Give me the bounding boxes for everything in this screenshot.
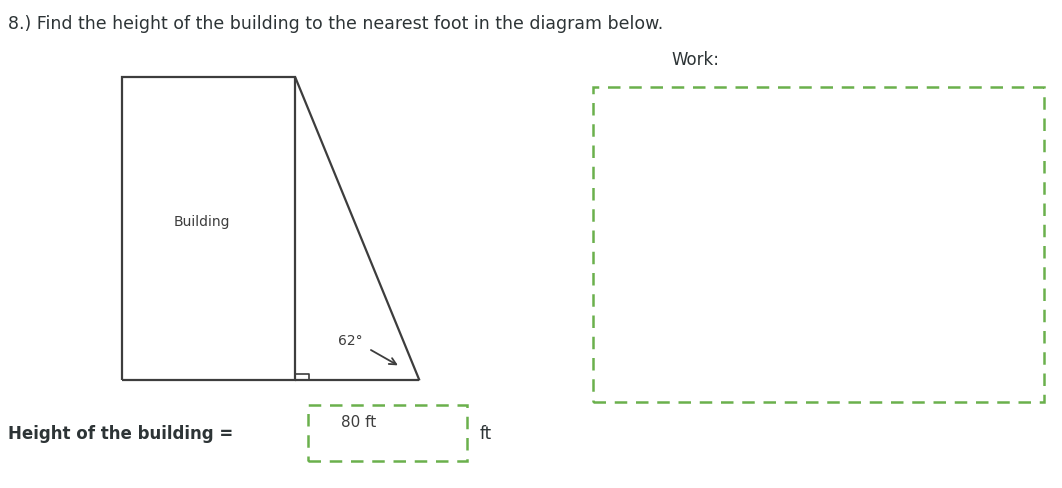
Text: Work:: Work: [671,51,719,69]
Text: Building: Building [173,215,230,229]
Text: 62°: 62° [338,334,362,347]
Text: 80 ft: 80 ft [341,415,377,429]
Text: ft: ft [480,424,492,442]
Bar [593,88,1044,403]
Bar [308,405,467,461]
Text: 8.) Find the height of the building to the nearest foot in the diagram below.: 8.) Find the height of the building to t… [8,15,664,33]
Text: Height of the building =: Height of the building = [8,424,234,442]
